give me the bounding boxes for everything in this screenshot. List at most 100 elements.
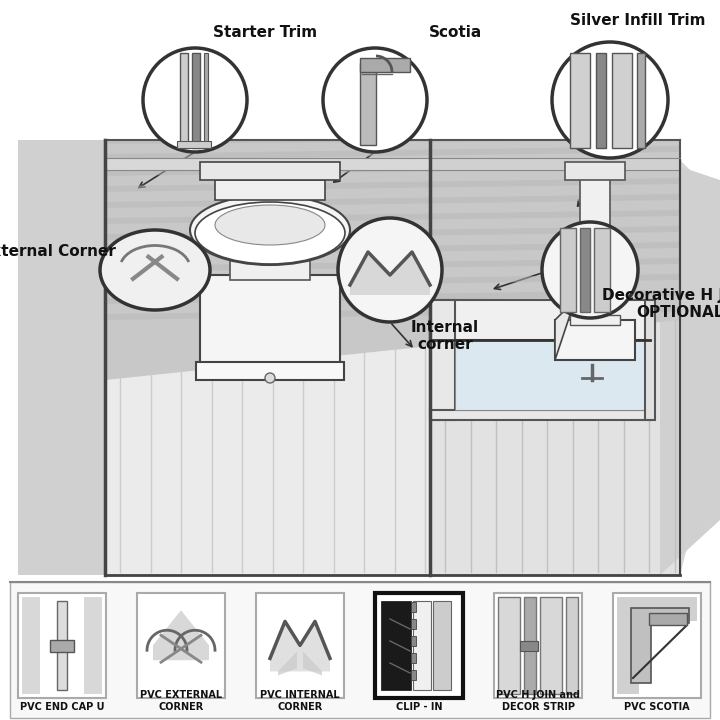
Circle shape (542, 222, 638, 318)
Bar (84, 597, 102, 694)
Bar (0, 0, 720, 580)
Bar (430, 158, 680, 170)
Polygon shape (430, 300, 650, 340)
Bar (177, 141, 211, 148)
Bar (411, 602, 416, 612)
Bar (375, 593, 463, 698)
Polygon shape (105, 162, 680, 176)
Circle shape (143, 48, 247, 152)
Polygon shape (631, 608, 689, 683)
Bar (498, 597, 520, 694)
Bar (612, 53, 632, 148)
Text: Internal
corner: Internal corner (411, 320, 479, 352)
Bar (494, 593, 582, 698)
Bar (137, 593, 225, 698)
Bar (560, 228, 576, 312)
Polygon shape (555, 300, 575, 360)
Ellipse shape (195, 202, 345, 264)
Polygon shape (105, 146, 680, 160)
Polygon shape (680, 160, 720, 575)
Bar (411, 670, 416, 680)
Bar (180, 53, 188, 148)
Polygon shape (350, 252, 430, 295)
Circle shape (323, 48, 427, 152)
Bar (196, 362, 344, 380)
Polygon shape (153, 611, 209, 660)
Bar (360, 58, 410, 72)
Bar (540, 597, 562, 694)
Bar (204, 53, 208, 148)
Polygon shape (18, 140, 105, 575)
Circle shape (338, 218, 442, 322)
Polygon shape (565, 162, 625, 180)
Bar (580, 228, 590, 312)
Bar (649, 613, 687, 625)
Bar (360, 63, 376, 145)
Polygon shape (430, 160, 680, 575)
Polygon shape (270, 621, 330, 671)
Bar (18, 593, 106, 698)
Polygon shape (200, 162, 340, 180)
Bar (230, 260, 310, 280)
Text: PVC H JOIN and
DECOR STRIP: PVC H JOIN and DECOR STRIP (496, 690, 580, 712)
Polygon shape (303, 652, 322, 675)
Polygon shape (455, 340, 645, 410)
Ellipse shape (215, 205, 325, 245)
Circle shape (265, 373, 275, 383)
Text: External Corner: External Corner (0, 245, 115, 259)
Bar (411, 636, 416, 646)
Bar (411, 653, 416, 663)
Polygon shape (105, 210, 680, 224)
Bar (256, 593, 344, 698)
Text: PVC EXTERNAL
CORNER: PVC EXTERNAL CORNER (140, 690, 222, 712)
Polygon shape (105, 242, 680, 256)
Bar (105, 158, 430, 170)
Text: Decorative H Joint
OPTIONAL: Decorative H Joint OPTIONAL (602, 288, 720, 320)
Bar (192, 53, 200, 148)
Bar (200, 275, 340, 370)
Polygon shape (570, 315, 620, 325)
Bar (22, 597, 40, 694)
Bar (413, 601, 431, 690)
Polygon shape (105, 160, 430, 575)
Ellipse shape (100, 230, 210, 310)
Bar (411, 619, 416, 629)
Bar (617, 597, 639, 694)
Bar (10, 582, 710, 718)
Bar (524, 597, 536, 694)
Polygon shape (215, 180, 325, 200)
Polygon shape (645, 300, 655, 420)
Polygon shape (105, 306, 680, 320)
Bar (613, 593, 701, 698)
Polygon shape (105, 258, 680, 272)
Polygon shape (105, 274, 680, 288)
Bar (50, 639, 74, 652)
Polygon shape (430, 300, 455, 420)
Text: PVC END CAP U: PVC END CAP U (19, 702, 104, 712)
Bar (594, 228, 610, 312)
Bar (57, 601, 67, 690)
Text: CLIP - IN: CLIP - IN (396, 702, 442, 712)
Polygon shape (105, 290, 680, 304)
Polygon shape (278, 652, 297, 675)
Polygon shape (660, 160, 720, 575)
Text: PVC SCOTIA: PVC SCOTIA (624, 702, 690, 712)
Bar (433, 601, 451, 690)
Bar (637, 53, 645, 148)
Bar (381, 601, 411, 690)
Bar (520, 641, 538, 650)
Ellipse shape (190, 195, 350, 265)
Polygon shape (105, 226, 680, 240)
Text: PVC INTERNAL
CORNER: PVC INTERNAL CORNER (260, 690, 340, 712)
Bar (617, 597, 697, 621)
Text: Starter Trim: Starter Trim (213, 25, 317, 40)
Polygon shape (580, 175, 610, 320)
Polygon shape (105, 178, 680, 192)
Bar (566, 597, 578, 694)
Circle shape (552, 42, 668, 158)
Polygon shape (105, 140, 680, 144)
Polygon shape (555, 320, 635, 360)
Bar (596, 53, 606, 148)
Text: Silver Infill Trim: Silver Infill Trim (570, 13, 706, 28)
Polygon shape (105, 140, 680, 380)
